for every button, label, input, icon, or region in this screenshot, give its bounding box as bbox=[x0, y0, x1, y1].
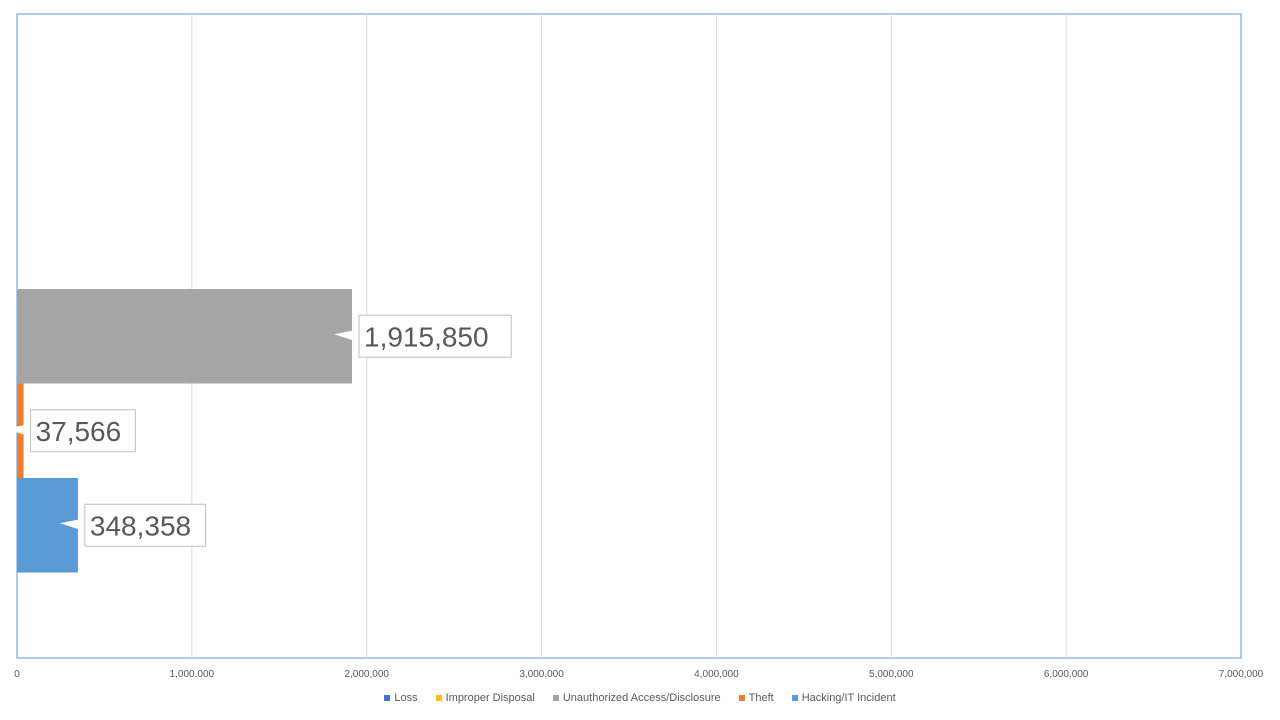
legend-label: Unauthorized Access/Disclosure bbox=[562, 692, 721, 704]
x-tick-label: 1,000,000 bbox=[170, 669, 215, 680]
data-label-pointer bbox=[334, 329, 360, 343]
x-tick-label: 4,000,000 bbox=[694, 669, 739, 680]
legend-item: Loss bbox=[384, 692, 418, 704]
data-label-box bbox=[358, 314, 512, 358]
data-label: 37,566 bbox=[36, 416, 122, 447]
x-tick-label: 2,000,000 bbox=[344, 669, 389, 680]
legend-item: Hacking/IT Incident bbox=[791, 692, 896, 704]
data-label: 1,915,850 bbox=[364, 321, 489, 352]
legend-swatch bbox=[738, 695, 745, 701]
legend-label: Improper Disposal bbox=[445, 692, 535, 704]
bar bbox=[17, 289, 353, 384]
data-label: 348,358 bbox=[90, 510, 191, 541]
legend: Loss Improper Disposal Unauthorized Access… bbox=[0, 692, 1280, 704]
legend-label: Theft bbox=[748, 692, 774, 704]
legend-label: Loss bbox=[394, 692, 418, 704]
legend-swatch bbox=[791, 695, 798, 701]
legend-item: Improper Disposal bbox=[435, 692, 535, 704]
legend-label: Hacking/IT Incident bbox=[801, 692, 896, 704]
legend-item: Unauthorized Access/Disclosure bbox=[552, 692, 721, 704]
data-labels: 1,915,850 37,566 348,358 bbox=[5, 314, 512, 547]
x-tick-label: 0 bbox=[14, 669, 20, 680]
x-axis-tick-labels: 0 1,000,000 2,000,000 3,000,000 4,000,000 5,0… bbox=[14, 669, 1263, 680]
legend-swatch bbox=[435, 695, 442, 701]
data-label-box bbox=[30, 409, 136, 453]
data-label-box bbox=[84, 503, 207, 547]
x-tick-label: 6,000,000 bbox=[1044, 669, 1089, 680]
gridlines bbox=[191, 14, 1067, 658]
data-label-pointer bbox=[5, 423, 31, 437]
x-tick-label: 7,000,000 bbox=[1219, 669, 1264, 680]
x-tick-label: 5,000,000 bbox=[869, 669, 914, 680]
legend-swatch bbox=[552, 695, 559, 701]
x-tick-label: 3,000,000 bbox=[519, 669, 564, 680]
legend-swatch bbox=[384, 695, 391, 701]
legend-item: Theft bbox=[738, 692, 774, 704]
data-label-pointer bbox=[59, 518, 85, 532]
